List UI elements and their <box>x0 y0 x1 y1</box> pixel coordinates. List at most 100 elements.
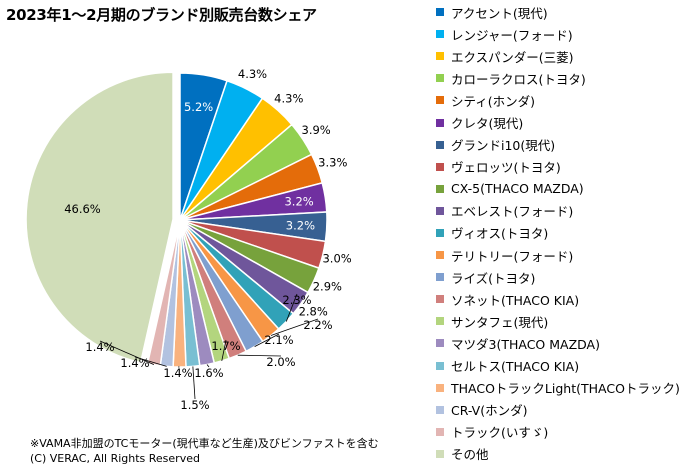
data-label: 3.2% <box>284 194 313 208</box>
data-label: 2.0% <box>266 355 295 369</box>
legend-swatch <box>436 317 444 326</box>
legend-label: エクスパンダー(三菱) <box>451 49 574 65</box>
legend-item: エベレスト(フォード) <box>436 200 680 222</box>
legend-label: セルトス(THACO KIA) <box>451 359 580 375</box>
legend-swatch <box>436 140 444 149</box>
legend-swatch <box>436 339 444 348</box>
legend-swatch <box>436 52 444 61</box>
legend: アクセント(現代) レンジャー(フォード) エクスパンダー(三菱) カローラクロス(ト… <box>436 1 680 465</box>
legend-label: レンジャー(フォード) <box>451 27 573 43</box>
legend-label: シティ(ホンダ) <box>451 93 536 109</box>
legend-item: トラック(いすゞ) <box>436 421 680 443</box>
data-labels: 5.2% 4.3% 4.3% 3.9% 3.3% 3.2% 3.2% 3.0% 2.9% 2.8%… <box>64 67 352 412</box>
legend-swatch <box>436 74 444 83</box>
legend-swatch <box>436 96 444 105</box>
legend-swatch <box>436 184 444 193</box>
data-label: 2.3% <box>282 293 311 307</box>
legend-label: その他 <box>451 447 489 463</box>
pie-slices <box>25 71 328 368</box>
legend-label: エベレスト(フォード) <box>451 204 574 220</box>
legend-item: テリトリー(フォード) <box>436 244 680 266</box>
chart-title: 2023年1～2月期のブランド別販売台数シェア <box>6 6 317 24</box>
data-label: 1.4% <box>120 356 149 370</box>
data-label: 3.3% <box>318 156 347 170</box>
legend-item: マツダ3(THACO MAZDA) <box>436 332 680 354</box>
data-label: 3.9% <box>302 123 331 137</box>
data-label: 1.5% <box>180 398 209 412</box>
legend-label: THACOトラックLight(THACOトラック) <box>451 381 680 397</box>
legend-item: シティ(ホンダ) <box>436 89 680 111</box>
data-label: 5.2% <box>184 100 213 114</box>
legend-label: ヴィオス(トヨタ) <box>451 226 549 242</box>
legend-label: ライズ(トヨタ) <box>451 270 536 286</box>
legend-item: ソネット(THACO KIA) <box>436 288 680 310</box>
legend-label: グランドi10(現代) <box>451 138 556 154</box>
leader-line <box>206 364 210 368</box>
legend-item: セルトス(THACO KIA) <box>436 355 680 377</box>
copyright-text: (C) VERAC, All Rights Reserved <box>30 452 200 465</box>
legend-swatch <box>436 273 444 282</box>
leader-lines <box>99 293 319 400</box>
legend-swatch <box>436 251 444 260</box>
legend-item: カローラクロス(トヨタ) <box>436 67 680 89</box>
data-label: 3.2% <box>286 218 315 232</box>
leader-line <box>221 339 227 362</box>
legend-item: サンタフェ(現代) <box>436 310 680 332</box>
footnote-note: ※VAMA非加盟のTCモーター(現代車など生産)及びビンファストを含む <box>30 437 379 450</box>
legend-label: アクセント(現代) <box>451 5 548 21</box>
legend-swatch <box>436 206 444 215</box>
data-label: 1.6% <box>194 366 223 380</box>
data-label: 2.1% <box>264 333 293 347</box>
data-label: 1.4% <box>163 366 192 380</box>
data-label: 2.2% <box>303 318 332 332</box>
legend-label: CX-5(THACO MAZDA) <box>451 181 584 197</box>
legend-swatch <box>436 361 444 370</box>
legend-item: ライズ(トヨタ) <box>436 266 680 288</box>
data-label: 3.0% <box>322 251 351 265</box>
legend-item: ヴェロッツ(トヨタ) <box>436 156 680 178</box>
legend-swatch <box>436 162 444 171</box>
legend-swatch <box>436 295 444 304</box>
pie-chart: 5.2% 4.3% 4.3% 3.9% 3.3% 3.2% 3.2% 3.0% 2.9% 2.8%… <box>25 67 352 412</box>
legend-label: ヴェロッツ(トヨタ) <box>451 160 561 176</box>
legend-label: サンタフェ(現代) <box>451 314 549 330</box>
legend-item: CR-V(ホンダ) <box>436 399 680 421</box>
legend-label: トラック(いすゞ) <box>451 425 549 441</box>
legend-swatch <box>436 405 444 414</box>
leader-line <box>285 293 298 322</box>
legend-swatch <box>436 8 444 17</box>
data-label: 4.3% <box>274 91 303 105</box>
leader-line <box>99 340 155 366</box>
legend-label: マツダ3(THACO MAZDA) <box>451 336 600 352</box>
legend-item: CX-5(THACO MAZDA) <box>436 178 680 200</box>
legend-label: クレタ(現代) <box>451 116 524 132</box>
legend-swatch <box>436 30 444 39</box>
leader-line <box>254 333 280 348</box>
legend-label: ソネット(THACO KIA) <box>451 292 580 308</box>
leader-line <box>270 318 319 336</box>
pie-slice <box>25 71 174 364</box>
data-label: 2.8% <box>299 305 328 319</box>
legend-item: エクスパンダー(三菱) <box>436 45 680 67</box>
data-label: 4.3% <box>238 67 267 81</box>
legend-item: ヴィオス(トヨタ) <box>436 222 680 244</box>
legend-swatch <box>436 228 444 237</box>
legend-label: カローラクロス(トヨタ) <box>451 71 586 87</box>
legend-item: THACOトラックLight(THACOトラック) <box>436 377 680 399</box>
data-label: 1.7% <box>211 339 240 353</box>
legend-swatch <box>436 427 444 436</box>
data-label: 46.6% <box>64 202 101 216</box>
footnote: ※VAMA非加盟のTCモーター(現代車など生産)及びビンファストを含む (C) … <box>30 436 379 466</box>
legend-item: アクセント(現代) <box>436 1 680 23</box>
legend-swatch <box>436 383 444 392</box>
legend-label: CR-V(ホンダ) <box>451 403 528 419</box>
leader-line <box>237 354 282 357</box>
legend-item: レンジャー(フォード) <box>436 23 680 45</box>
legend-label: テリトリー(フォード) <box>451 248 574 264</box>
legend-item: グランドi10(現代) <box>436 134 680 156</box>
legend-item: クレタ(現代) <box>436 111 680 133</box>
legend-swatch <box>436 118 444 127</box>
legend-item: その他 <box>436 443 680 465</box>
legend-swatch <box>436 449 444 458</box>
leader-line <box>192 366 196 400</box>
